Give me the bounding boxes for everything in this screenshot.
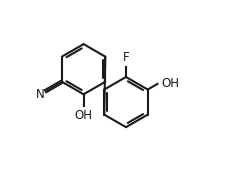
Text: OH: OH [160, 77, 178, 90]
Text: N: N [36, 88, 45, 101]
Text: F: F [122, 51, 129, 64]
Text: OH: OH [74, 109, 92, 122]
